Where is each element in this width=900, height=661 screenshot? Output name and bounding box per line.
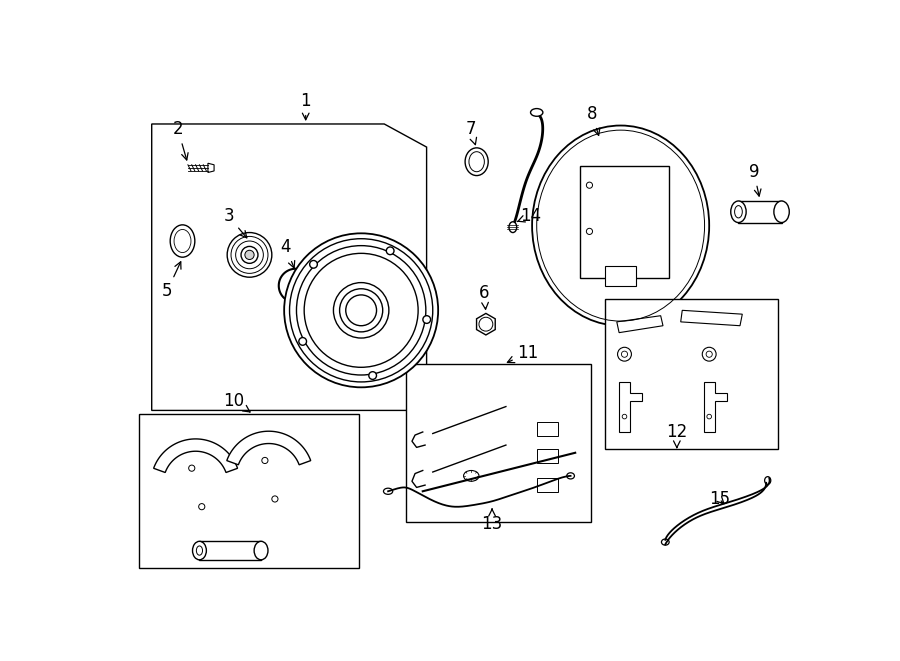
Polygon shape xyxy=(154,439,238,473)
Text: 3: 3 xyxy=(223,208,247,238)
Bar xyxy=(605,266,636,286)
Bar xyxy=(200,541,261,560)
Text: 11: 11 xyxy=(508,344,539,363)
Ellipse shape xyxy=(333,283,389,338)
Ellipse shape xyxy=(383,488,392,494)
Ellipse shape xyxy=(509,222,517,233)
Text: 13: 13 xyxy=(482,509,503,533)
Ellipse shape xyxy=(423,316,430,323)
Bar xyxy=(605,299,778,449)
Polygon shape xyxy=(208,163,214,173)
Bar xyxy=(406,364,590,522)
Text: 2: 2 xyxy=(173,120,188,160)
Ellipse shape xyxy=(254,541,268,560)
Bar xyxy=(140,414,359,568)
Text: 5: 5 xyxy=(162,262,181,300)
Ellipse shape xyxy=(465,148,488,176)
Ellipse shape xyxy=(386,247,394,254)
Ellipse shape xyxy=(567,473,574,479)
Ellipse shape xyxy=(531,108,543,116)
Ellipse shape xyxy=(241,247,258,263)
Bar xyxy=(580,166,669,278)
Ellipse shape xyxy=(464,471,479,481)
Polygon shape xyxy=(477,313,495,335)
Text: 12: 12 xyxy=(666,423,688,447)
Bar xyxy=(536,422,558,436)
Ellipse shape xyxy=(662,539,670,545)
Ellipse shape xyxy=(369,371,376,379)
Text: 15: 15 xyxy=(708,490,730,508)
Ellipse shape xyxy=(765,477,770,485)
Ellipse shape xyxy=(193,541,206,560)
Bar xyxy=(536,449,558,463)
Ellipse shape xyxy=(774,201,789,223)
Ellipse shape xyxy=(299,338,307,345)
Text: 14: 14 xyxy=(518,208,541,225)
Ellipse shape xyxy=(731,201,746,223)
Ellipse shape xyxy=(245,251,254,260)
Ellipse shape xyxy=(284,233,438,387)
Ellipse shape xyxy=(532,126,709,326)
Bar xyxy=(536,478,558,492)
Text: 8: 8 xyxy=(587,105,600,136)
Text: 9: 9 xyxy=(749,163,761,196)
Ellipse shape xyxy=(310,260,318,268)
Text: 6: 6 xyxy=(479,284,490,309)
Text: 10: 10 xyxy=(223,392,250,412)
Bar xyxy=(738,201,781,223)
Text: 1: 1 xyxy=(301,92,311,120)
Text: 7: 7 xyxy=(465,120,476,145)
Text: 4: 4 xyxy=(281,238,294,268)
Polygon shape xyxy=(227,431,310,465)
